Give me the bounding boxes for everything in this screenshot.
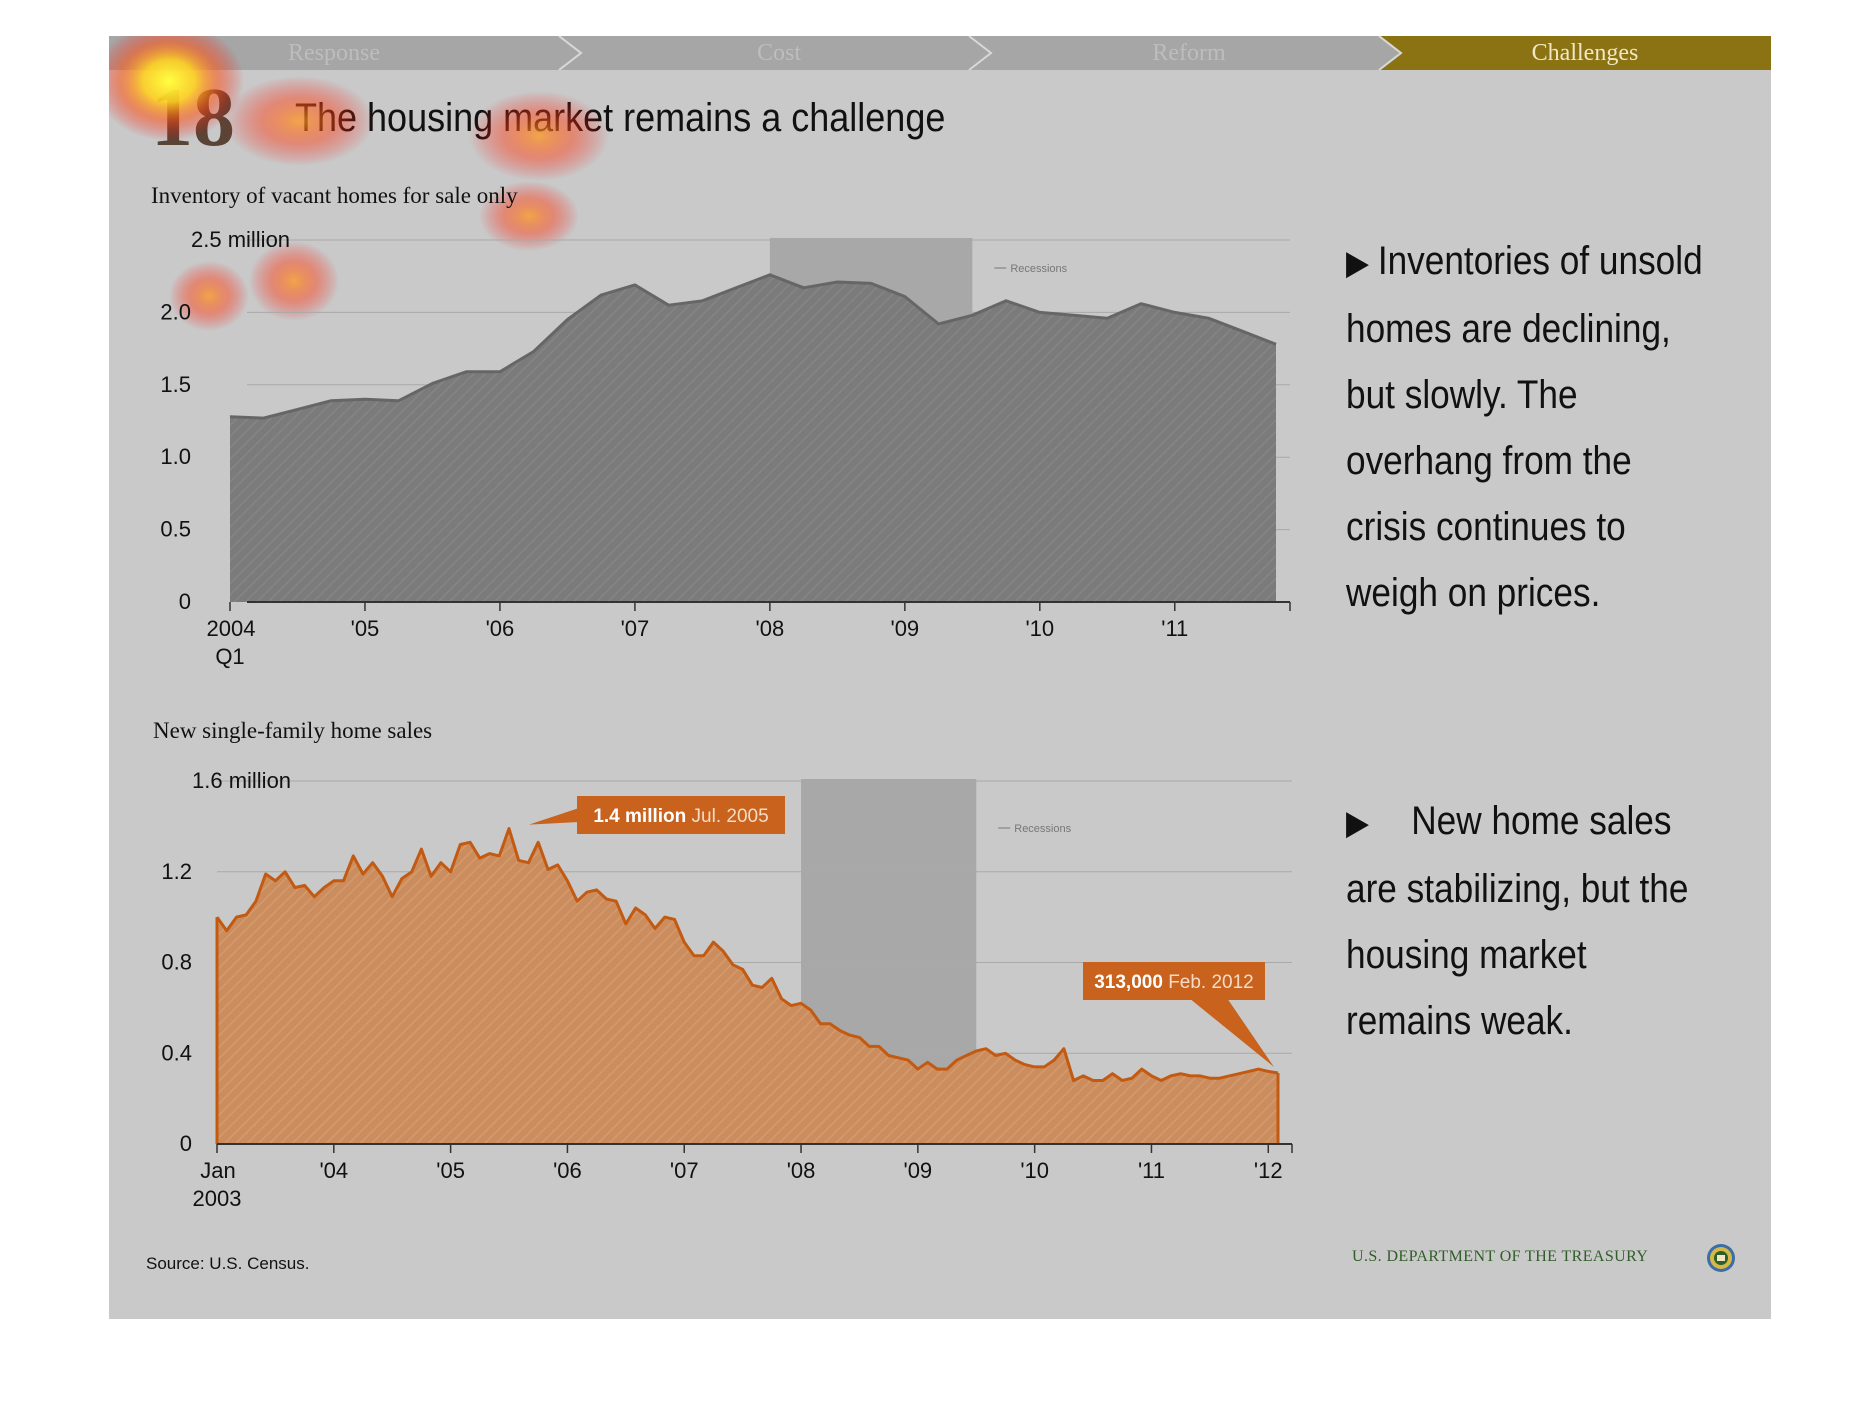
x-tick-label: '11 bbox=[1161, 616, 1188, 641]
triangle-right-icon: ▶ bbox=[1346, 244, 1370, 282]
x-tick-label: '09 bbox=[891, 616, 920, 641]
x-tick-label: '06 bbox=[553, 1158, 582, 1183]
y-tick-label: 1.6 million bbox=[192, 768, 291, 793]
chart1-title: Inventory of vacant homes for sale only bbox=[151, 183, 518, 208]
bullet-home-sales-text: New home sales are stabilizing, but the … bbox=[1346, 799, 1689, 1043]
home-sales-area-chart: Recessions 0 0.4 0.8 1.2 1.6 million Jan 2003 '0… bbox=[161, 768, 1293, 1211]
inventory-area-chart: Recessions 0 0.5 1.0 1.5 2.0 2.5 million 2004 Q1… bbox=[160, 227, 1291, 669]
nav-tab-reform[interactable]: Reform bbox=[1152, 40, 1226, 66]
y-tick-label: 0 bbox=[179, 589, 191, 614]
x-tick-label: '12 bbox=[1254, 1158, 1283, 1183]
x-tick-label: '07 bbox=[670, 1158, 699, 1183]
x-tick-label: '10 bbox=[1025, 616, 1054, 641]
recession-legend-label: Recessions bbox=[1014, 823, 1071, 835]
series-area bbox=[230, 274, 1276, 602]
nav-tab-response[interactable]: Response bbox=[288, 40, 380, 66]
callout-peak-value: 1.4 million bbox=[593, 806, 691, 827]
y-tick-label: 0.8 bbox=[161, 950, 192, 975]
callout-peak-pointer bbox=[529, 808, 579, 825]
x-tick-label-line2: Q1 bbox=[215, 644, 244, 669]
callout-latest-pointer bbox=[1189, 998, 1274, 1067]
bullet-home-sales: ▶ New home sales are stabilizing, but the… bbox=[1346, 788, 1716, 1054]
y-tick-label: 0.5 bbox=[160, 517, 191, 542]
x-tick-label: 2004 bbox=[207, 616, 256, 641]
x-tick-label: '06 bbox=[486, 616, 515, 641]
nav-chevron-reform[interactable] bbox=[969, 36, 1401, 70]
y-tick-label: 1.2 bbox=[161, 859, 192, 884]
series-line bbox=[215, 827, 1279, 1082]
treasury-seal-icon bbox=[1707, 1244, 1735, 1272]
source-note: Source: U.S. Census. bbox=[146, 1254, 310, 1273]
callout-latest-date: Feb. 2012 bbox=[1168, 972, 1254, 993]
callout-latest-text: 313,000 Feb. 2012 bbox=[1094, 972, 1254, 993]
nav-chevron-challenges[interactable] bbox=[1379, 36, 1771, 70]
y-tick-label: 0 bbox=[180, 1131, 192, 1156]
callout-latest-box bbox=[1083, 962, 1265, 1000]
callout-latest-value: 313,000 bbox=[1094, 972, 1168, 993]
x-tick-label: '11 bbox=[1138, 1158, 1165, 1183]
series-line bbox=[229, 273, 1277, 420]
x-tick-label: '08 bbox=[756, 616, 785, 641]
bullet-inventories: ▶ Inventories of unsold homes are declini… bbox=[1346, 228, 1716, 626]
x-tick-label-line2: 2003 bbox=[193, 1186, 242, 1211]
x-tick-label: '04 bbox=[319, 1158, 348, 1183]
y-tick-label: 1.0 bbox=[160, 444, 191, 469]
x-tick-label: Jan bbox=[200, 1158, 235, 1183]
slide-title: The housing market remains a challenge bbox=[295, 96, 946, 140]
y-tick-label: 2.0 bbox=[160, 299, 191, 324]
nav-tab-challenges[interactable]: Challenges bbox=[1531, 40, 1639, 66]
y-tick-label: 1.5 bbox=[160, 372, 191, 397]
x-tick-label: '08 bbox=[787, 1158, 816, 1183]
series-area bbox=[217, 828, 1278, 1144]
x-tick-label: '09 bbox=[904, 1158, 933, 1183]
x-tick-label: '10 bbox=[1020, 1158, 1049, 1183]
nav-chevron-cost[interactable] bbox=[559, 36, 991, 70]
callout-peak-date: Jul. 2005 bbox=[692, 806, 769, 827]
x-tick-label: '07 bbox=[621, 616, 650, 641]
nav-tab-cost[interactable]: Cost bbox=[756, 40, 801, 66]
chart2-title: New single-family home sales bbox=[153, 718, 433, 743]
treasury-wordmark: U.S. DEPARTMENT OF THE TREASURY bbox=[1352, 1248, 1649, 1265]
callout-peak-text: 1.4 million Jul. 2005 bbox=[593, 806, 768, 827]
slide: Response Cost Reform Challenges 18 The h… bbox=[109, 36, 1771, 1319]
recession-legend-label: Recessions bbox=[1010, 263, 1067, 275]
x-tick-label: '05 bbox=[436, 1158, 465, 1183]
y-tick-label: 2.5 million bbox=[191, 227, 290, 252]
bullet-inventories-text: Inventories of unsold homes are declinin… bbox=[1346, 239, 1703, 615]
y-tick-label: 0.4 bbox=[161, 1040, 192, 1065]
triangle-right-icon: ▶ bbox=[1346, 804, 1370, 842]
callout-peak-box bbox=[577, 796, 785, 834]
x-tick-label: '05 bbox=[351, 616, 380, 641]
